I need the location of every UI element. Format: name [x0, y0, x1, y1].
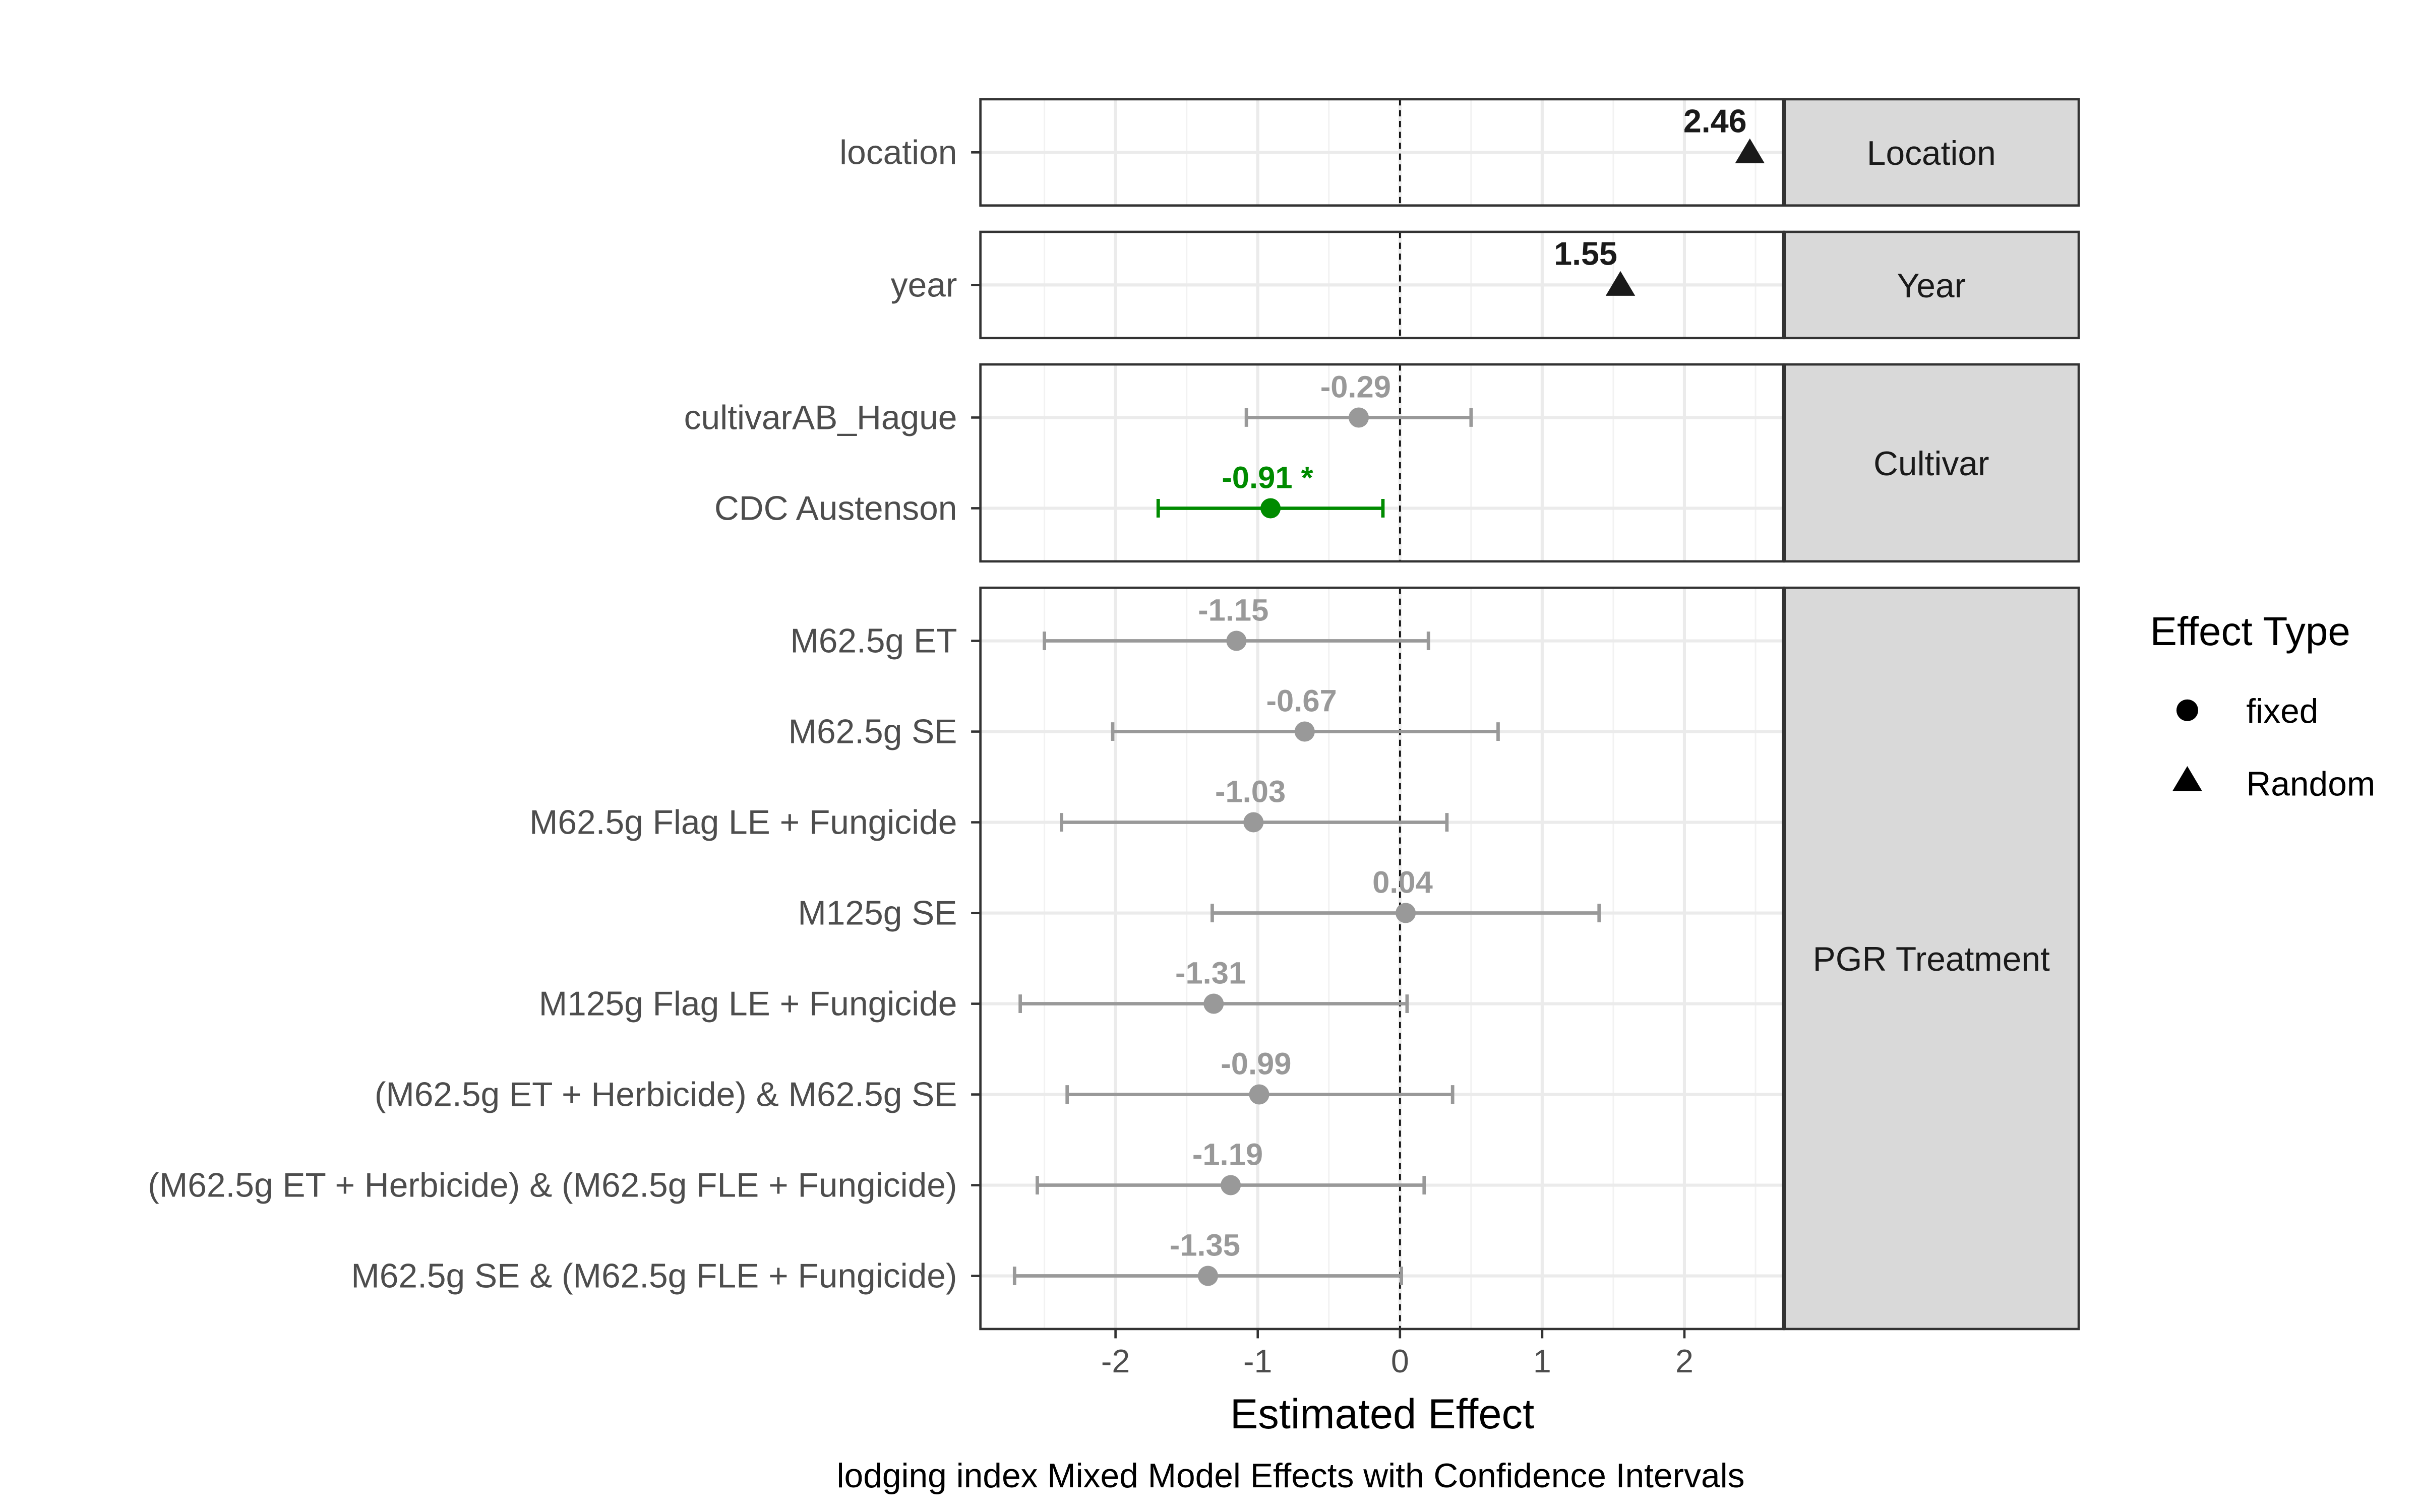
strip-label: Cultivar	[1873, 445, 1989, 483]
value-label: -0.29	[1320, 369, 1391, 404]
legend-key-fixed	[2176, 699, 2198, 721]
strip-label: Location	[1867, 135, 1996, 172]
value-label: -1.19	[1192, 1138, 1263, 1172]
y-tick-label: M62.5g ET	[790, 622, 957, 660]
legend-key-random	[2172, 766, 2202, 791]
value-label: -1.15	[1198, 593, 1268, 628]
strip-background	[1783, 98, 2080, 207]
strip-label: PGR Treatment	[1813, 940, 2050, 978]
value-label: -0.91 *	[1222, 460, 1313, 495]
point-fixed	[1243, 812, 1264, 833]
term-m125g-se: M125g SE 0.04	[798, 865, 1601, 932]
term-m62-5g-et-herbicide-m62-5g-se: (M62.5g ET + Herbicide) & M62.5g SE -0.99	[375, 1047, 1455, 1114]
point-fixed	[1226, 631, 1247, 651]
strip-background	[1783, 230, 2080, 340]
y-tick-label: M125g Flag LE + Fungicide	[539, 985, 957, 1023]
value-label: -1.31	[1175, 956, 1246, 991]
x-tick-label: 0	[1391, 1343, 1409, 1379]
term-m62-5g-flag-le-fungicide: M62.5g Flag LE + Fungicide -1.03	[529, 775, 1449, 842]
term-location: location 2.46	[839, 103, 1765, 171]
legend-label-random: Random	[2246, 765, 2375, 803]
term-m62-5g-et: M62.5g ET -1.15	[790, 593, 1430, 660]
term-m62-5g-se: M62.5g SE -0.67	[789, 684, 1500, 751]
value-label: 0.04	[1372, 865, 1433, 900]
x-tick-label: -1	[1243, 1343, 1272, 1379]
value-label: 2.46	[1683, 103, 1747, 139]
value-label: -1.35	[1170, 1228, 1240, 1263]
term-cdc-austenson: CDC Austenson -0.91 *	[714, 460, 1385, 528]
term-cultivarab-hague: cultivarAB_Hague -0.29	[684, 369, 1473, 437]
point-fixed	[1203, 993, 1224, 1014]
x-axis: -2 -1 0 1 2	[1101, 1329, 1693, 1379]
term-year: year 1.55	[891, 235, 1636, 304]
y-tick-label: cultivarAB_Hague	[684, 399, 957, 437]
strip-background	[1783, 363, 2080, 563]
value-label: -1.03	[1215, 775, 1286, 809]
value-label: -0.99	[1221, 1047, 1291, 1082]
y-tick-label: M62.5g SE	[789, 713, 957, 751]
point-fixed	[1249, 1084, 1269, 1105]
point-fixed	[1260, 498, 1281, 519]
term-m125g-flag-le-fungicide: M125g Flag LE + Fungicide -1.31	[539, 956, 1409, 1023]
panels: location 2.46 Location year 1.55 Year cultivar…	[148, 98, 2080, 1331]
panel-cultivar: cultivarAB_Hague -0.29 CDC Austenson -0.91 …	[684, 363, 2080, 563]
panel-pgr-treatment: M62.5g ET -1.15 M62.5g SE -0.67 M62.5g Flag …	[148, 586, 2080, 1331]
legend-label-fixed: fixed	[2246, 692, 2318, 730]
legend: Effect Type fixed Random	[2150, 609, 2376, 803]
y-tick-label: M125g SE	[798, 895, 957, 932]
y-tick-label: M62.5g Flag LE + Fungicide	[529, 804, 957, 842]
point-fixed	[1396, 903, 1416, 923]
panel-background	[980, 588, 1784, 1329]
panel-location: location 2.46 Location	[839, 98, 2080, 207]
y-tick-label: (M62.5g ET + Herbicide) & (M62.5g FLE + …	[148, 1167, 957, 1205]
point-fixed	[1348, 407, 1369, 428]
strip-label: Year	[1897, 267, 1966, 305]
legend-title: Effect Type	[2150, 609, 2350, 654]
point-random	[1735, 138, 1765, 163]
x-tick-label: -2	[1101, 1343, 1130, 1379]
y-tick-label: (M62.5g ET + Herbicide) & M62.5g SE	[375, 1076, 957, 1114]
y-tick-label: CDC Austenson	[714, 490, 957, 528]
point-fixed	[1294, 721, 1315, 742]
y-tick-label: M62.5g SE & (M62.5g FLE + Fungicide)	[351, 1257, 957, 1295]
term-m62-5g-et-herbicide-m62-5g-fle-fungicide: (M62.5g ET + Herbicide) & (M62.5g FLE + …	[148, 1138, 1426, 1205]
value-label: -0.67	[1266, 684, 1337, 719]
point-random	[1605, 271, 1636, 296]
panel-year: year 1.55 Year	[891, 230, 2080, 340]
y-tick-label: year	[891, 266, 957, 304]
value-label: 1.55	[1554, 235, 1617, 272]
y-tick-label: location	[839, 134, 957, 171]
chart-caption: lodging index Mixed Model Effects with C…	[837, 1457, 1745, 1495]
x-tick-label: 1	[1533, 1343, 1551, 1379]
x-tick-label: 2	[1675, 1343, 1693, 1379]
point-fixed	[1197, 1266, 1218, 1286]
point-fixed	[1221, 1175, 1241, 1195]
term-m62-5g-se-m62-5g-fle-fungicide: M62.5g SE & (M62.5g FLE + Fungicide) -1.3…	[351, 1228, 1404, 1295]
x-axis-title: Estimated Effect	[1230, 1391, 1534, 1437]
